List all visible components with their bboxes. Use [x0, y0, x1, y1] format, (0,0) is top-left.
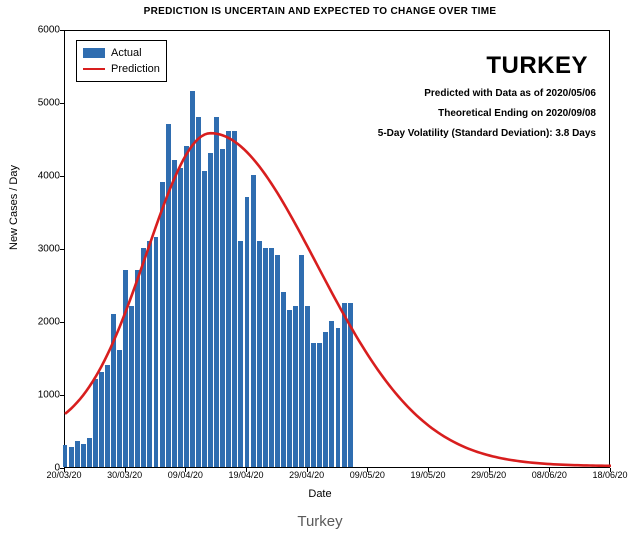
legend-swatch-prediction — [83, 68, 105, 70]
y-tick-mark — [60, 103, 64, 104]
caption: Turkey — [0, 513, 640, 530]
legend-label-actual: Actual — [111, 45, 142, 61]
y-tick: 2000 — [20, 317, 60, 328]
legend-swatch-actual — [83, 48, 105, 58]
y-tick: 5000 — [20, 98, 60, 109]
x-tick-mark — [125, 468, 126, 472]
info-line-2: Theoretical Ending on 2020/09/08 — [438, 108, 596, 119]
legend-box: Actual Prediction — [76, 40, 167, 82]
chart-container: PREDICTION IS UNCERTAIN AND EXPECTED TO … — [0, 0, 640, 544]
y-tick-mark — [60, 176, 64, 177]
y-tick: 6000 — [20, 25, 60, 36]
legend-label-prediction: Prediction — [111, 61, 160, 77]
info-line-3: 5-Day Volatility (Standard Deviation): 3… — [378, 128, 596, 139]
chart-title: PREDICTION IS UNCERTAIN AND EXPECTED TO … — [0, 6, 640, 17]
y-tick-mark — [60, 249, 64, 250]
y-axis-label: New Cases / Day — [8, 165, 20, 250]
legend-item-actual: Actual — [83, 45, 160, 61]
x-tick-mark — [185, 468, 186, 472]
x-axis-label: Date — [0, 488, 640, 500]
country-title: TURKEY — [486, 52, 588, 80]
x-tick-mark — [549, 468, 550, 472]
y-tick: 1000 — [20, 390, 60, 401]
y-tick-mark — [60, 322, 64, 323]
x-tick-mark — [610, 468, 611, 472]
y-tick: 3000 — [20, 244, 60, 255]
info-line-1: Predicted with Data as of 2020/05/06 — [424, 88, 596, 99]
x-tick-mark — [64, 468, 65, 472]
x-tick-mark — [428, 468, 429, 472]
x-tick-mark — [307, 468, 308, 472]
x-tick-mark — [367, 468, 368, 472]
x-tick-mark — [489, 468, 490, 472]
y-tick-mark — [60, 30, 64, 31]
y-tick-mark — [60, 395, 64, 396]
legend-item-prediction: Prediction — [83, 61, 160, 77]
y-tick: 4000 — [20, 171, 60, 182]
x-tick-mark — [246, 468, 247, 472]
